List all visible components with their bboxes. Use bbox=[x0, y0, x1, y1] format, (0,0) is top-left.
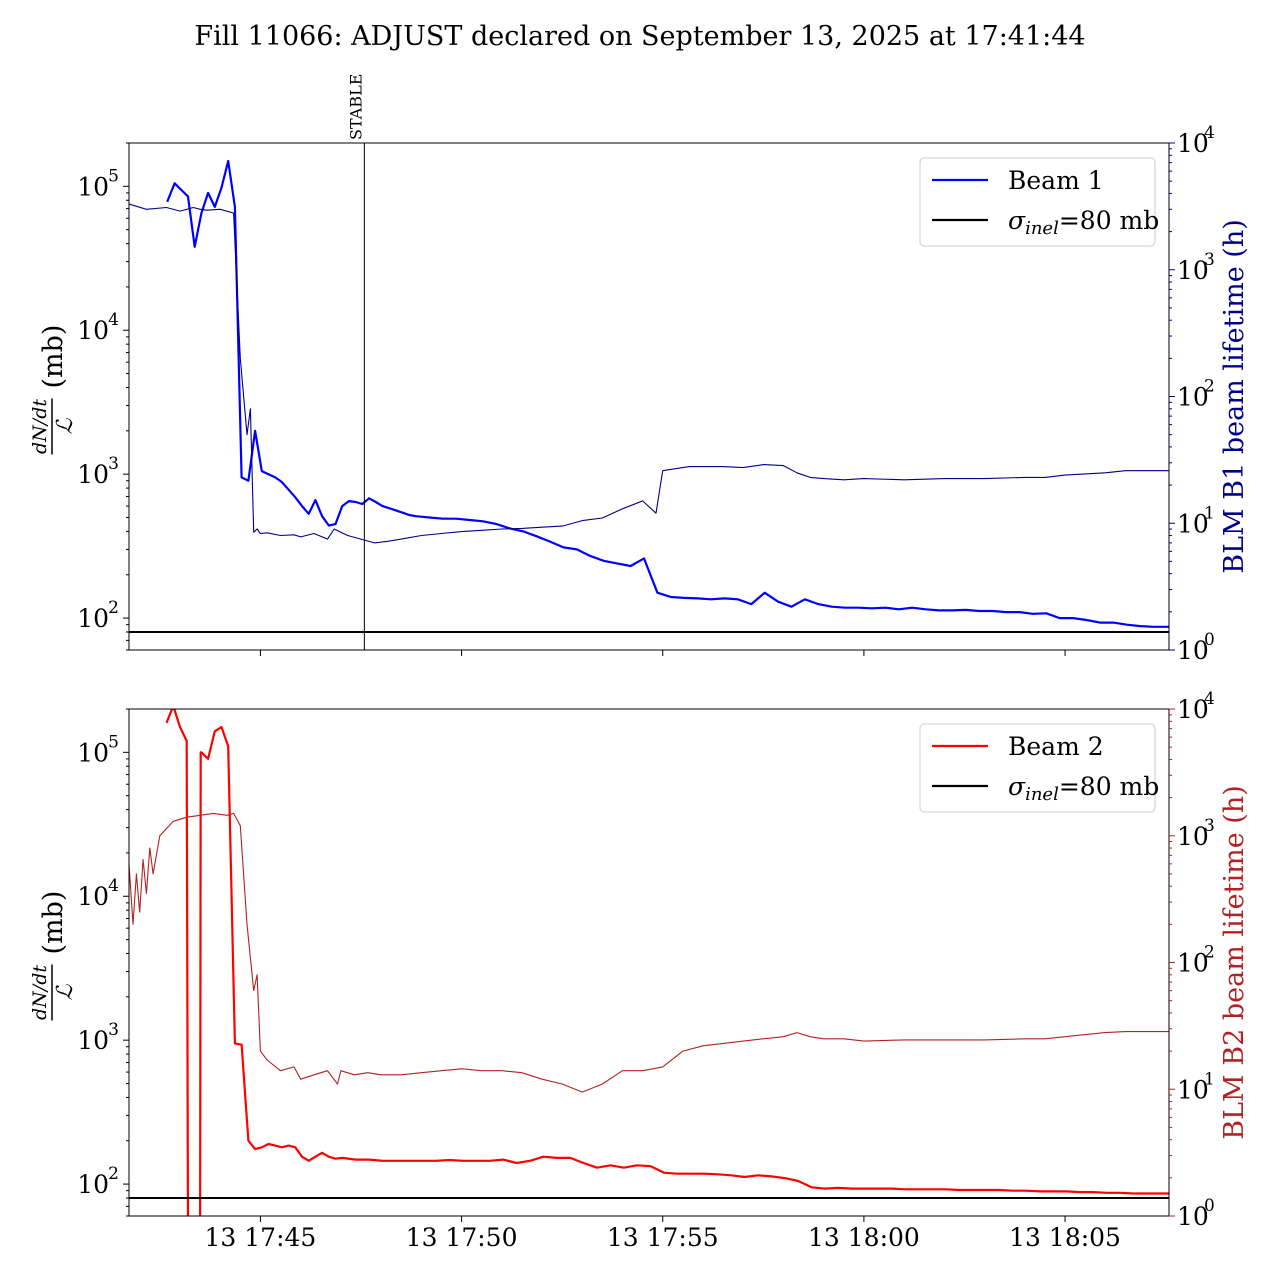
legend-label: Beam 1 bbox=[1008, 166, 1104, 195]
left-tick-label: 10 bbox=[77, 460, 109, 489]
legend-label: σinel=80 mb bbox=[1008, 772, 1159, 805]
right-tick-exponent: 3 bbox=[1204, 250, 1215, 270]
right-tick-exponent: 4 bbox=[1204, 689, 1215, 709]
right-tick-label: 10 bbox=[1177, 822, 1209, 851]
left-tick-exponent: 3 bbox=[108, 454, 119, 474]
right-axis-label: BLM B2 beam lifetime (h) bbox=[1219, 785, 1250, 1140]
left-tick-exponent: 4 bbox=[108, 310, 119, 330]
right-tick-label: 10 bbox=[1177, 129, 1209, 158]
left-tick-label: 10 bbox=[77, 882, 109, 911]
right-tick-exponent: 1 bbox=[1204, 1069, 1215, 1089]
right-tick-exponent: 0 bbox=[1204, 630, 1215, 650]
left-tick-label: 10 bbox=[77, 172, 109, 201]
lifetime-series-line bbox=[129, 812, 1169, 1093]
right-tick-exponent: 1 bbox=[1204, 503, 1215, 523]
right-tick-exponent: 2 bbox=[1204, 377, 1215, 397]
left-axis-label: dN/dt ℒ (mb) bbox=[29, 891, 78, 1021]
left-axis-label-denominator: ℒ bbox=[53, 417, 78, 434]
right-tick-label: 10 bbox=[1177, 256, 1209, 285]
left-tick-exponent: 2 bbox=[108, 1164, 119, 1184]
left-axis-label-numerator: dN/dt bbox=[29, 399, 51, 454]
beam-loss-series-line bbox=[166, 159, 1169, 628]
left-axis-label: dN/dt ℒ (mb) bbox=[29, 325, 78, 455]
stable-marker-label: STABLE bbox=[346, 74, 365, 140]
legend-label: Beam 2 bbox=[1008, 732, 1104, 761]
left-axis-label-numerator: dN/dt bbox=[29, 965, 51, 1020]
right-tick-label: 10 bbox=[1177, 1202, 1209, 1231]
left-tick-exponent: 5 bbox=[108, 166, 119, 186]
left-axis-label-denominator: ℒ bbox=[53, 983, 78, 1000]
x-tick-label: 13 18:05 bbox=[1009, 1223, 1121, 1252]
left-tick-exponent: 4 bbox=[108, 876, 119, 896]
beam-loss-series-line bbox=[165, 709, 1169, 1216]
left-tick-exponent: 3 bbox=[108, 1020, 119, 1040]
plot-area bbox=[129, 159, 1169, 634]
legend-label: σinel=80 mb bbox=[1008, 206, 1159, 239]
x-tick-label: 13 17:45 bbox=[205, 1223, 317, 1252]
right-tick-label: 10 bbox=[1177, 383, 1209, 412]
right-tick-label: 10 bbox=[1177, 509, 1209, 538]
right-tick-label: 10 bbox=[1177, 636, 1209, 665]
left-tick-exponent: 5 bbox=[108, 732, 119, 752]
left-axis-label-unit: (mb) bbox=[38, 891, 69, 955]
lifetime-series-line bbox=[129, 203, 1169, 544]
x-tick-label: 13 17:55 bbox=[607, 1223, 719, 1252]
right-tick-label: 10 bbox=[1177, 1075, 1209, 1104]
left-tick-label: 10 bbox=[77, 316, 109, 345]
figure-title: Fill 11066: ADJUST declared on September… bbox=[194, 21, 1085, 52]
right-tick-label: 10 bbox=[1177, 695, 1209, 724]
right-tick-exponent: 3 bbox=[1204, 816, 1215, 836]
right-tick-exponent: 2 bbox=[1204, 943, 1215, 963]
right-tick-exponent: 4 bbox=[1204, 123, 1215, 143]
left-tick-label: 10 bbox=[77, 1170, 109, 1199]
left-axis-label-unit: (mb) bbox=[38, 325, 69, 389]
plot-area bbox=[129, 709, 1169, 1216]
left-tick-label: 10 bbox=[77, 604, 109, 633]
right-tick-exponent: 0 bbox=[1204, 1196, 1215, 1216]
left-tick-label: 10 bbox=[77, 1026, 109, 1055]
x-tick-label: 13 17:50 bbox=[406, 1223, 518, 1252]
x-tick-label: 13 18:00 bbox=[808, 1223, 920, 1252]
left-tick-exponent: 2 bbox=[108, 598, 119, 618]
right-tick-label: 10 bbox=[1177, 949, 1209, 978]
left-tick-label: 10 bbox=[77, 738, 109, 767]
right-axis-label: BLM B1 beam lifetime (h) bbox=[1219, 219, 1250, 574]
